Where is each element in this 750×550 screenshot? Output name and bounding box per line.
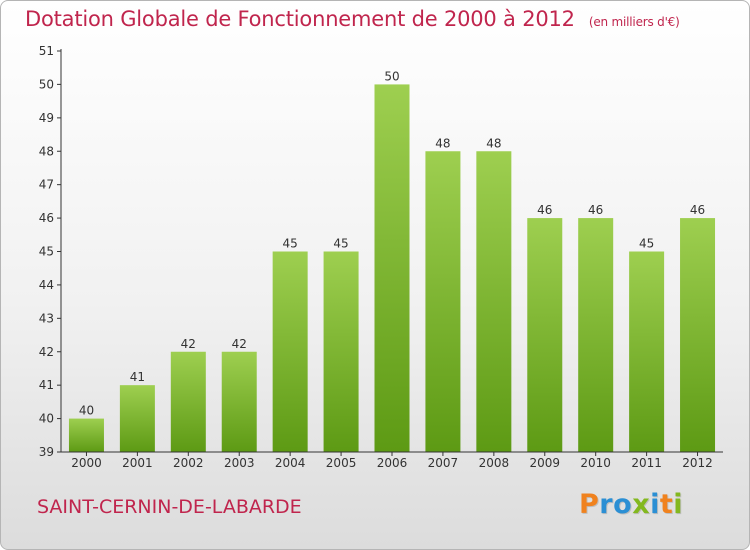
x-tick-label: 2003: [224, 456, 255, 470]
data-label: 46: [690, 203, 705, 217]
data-label: 50: [384, 69, 399, 83]
bars-group: [68, 84, 716, 453]
chart-subtitle: (en milliers d'€): [588, 15, 680, 29]
chart-title: Dotation Globale de Fonctionnement de 20…: [25, 7, 680, 31]
logo-letter: P: [579, 489, 600, 520]
x-tick-label: 2007: [428, 456, 459, 470]
bar: [323, 251, 359, 452]
labels-group: 40 41 42 42 45 45 50 48 48 46 46 45 46: [79, 69, 705, 417]
x-tick-label: 2001: [122, 456, 153, 470]
y-tick-label: 47: [39, 178, 54, 192]
bar: [221, 351, 257, 452]
y-tick-label: 50: [39, 77, 54, 91]
bar: [629, 251, 665, 452]
logo-letter: r: [599, 489, 614, 520]
y-tick-label: 48: [39, 144, 54, 158]
y-tick-label: 44: [39, 278, 54, 292]
data-label: 45: [639, 237, 654, 251]
proxiti-logo: Proxiti: [579, 489, 683, 520]
data-label: 48: [435, 136, 450, 150]
bar: [476, 151, 512, 452]
logo-letter: t: [659, 489, 674, 520]
data-label: 45: [333, 237, 348, 251]
data-label: 42: [232, 337, 247, 351]
logo-letter: i: [673, 489, 684, 520]
bar: [119, 385, 155, 452]
bar: [680, 218, 716, 452]
chart-title-text: Dotation Globale de Fonctionnement de 20…: [25, 7, 575, 31]
bar: [425, 151, 461, 452]
data-label: 46: [588, 203, 603, 217]
data-label: 41: [130, 370, 145, 384]
y-tick-label: 41: [39, 378, 54, 392]
logo-letter: x: [632, 489, 651, 520]
x-tick-label: 2009: [529, 456, 560, 470]
data-label: 42: [181, 337, 196, 351]
x-tick-label: 2011: [631, 456, 662, 470]
y-tick-label: 39: [39, 445, 54, 459]
bar: [527, 218, 563, 452]
bar: [272, 251, 308, 452]
x-tick-label: 2004: [275, 456, 306, 470]
bar: [374, 84, 410, 453]
y-tick-label: 49: [39, 111, 54, 125]
x-tick-label: 2012: [682, 456, 713, 470]
logo-letter: i: [650, 489, 660, 520]
x-tick-label: 2000: [71, 456, 102, 470]
x-tick-label: 2010: [580, 456, 611, 470]
bar: [68, 418, 104, 452]
y-tick-label: 51: [39, 44, 54, 58]
data-label: 40: [79, 404, 94, 418]
y-tick-label: 40: [39, 412, 54, 426]
town-name: SAINT-CERNIN-DE-LABARDE: [37, 496, 302, 518]
x-tick-label: 2005: [326, 456, 357, 470]
bar: [578, 218, 614, 452]
data-label: 45: [283, 237, 298, 251]
y-tick-label: 45: [39, 245, 54, 259]
x-tick-label: 2006: [377, 456, 408, 470]
logo-letter: o: [613, 489, 633, 520]
y-tick-label: 42: [39, 345, 54, 359]
data-label: 48: [486, 136, 501, 150]
bar: [170, 351, 206, 452]
x-tick-label: 2008: [479, 456, 510, 470]
y-tick-label: 46: [39, 211, 54, 225]
data-label: 46: [537, 203, 552, 217]
axes-group: 39 40 41 42 43 44 45 46 47 48 49 50 51 2000 2001 2002 20…: [39, 44, 723, 470]
y-tick-label: 43: [39, 311, 54, 325]
x-tick-label: 2002: [173, 456, 204, 470]
